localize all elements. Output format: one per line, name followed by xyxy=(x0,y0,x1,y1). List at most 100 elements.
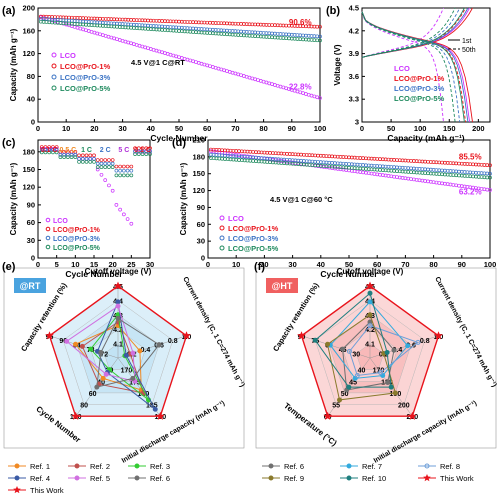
data-point xyxy=(95,158,100,162)
legend-label: LCO xyxy=(53,218,68,225)
data-point xyxy=(110,165,115,169)
data-point xyxy=(107,158,111,162)
legend-label: Ref. 1 xyxy=(30,462,50,471)
radar-tick-label: 45 xyxy=(349,379,357,386)
legend-label: LCO@PrO-1% xyxy=(394,74,445,83)
annotation: 90.6% xyxy=(289,18,312,27)
legend-label: This Work xyxy=(30,486,64,493)
data-point xyxy=(118,168,122,173)
data-point xyxy=(77,159,81,164)
radar-marker xyxy=(123,352,129,358)
data-point xyxy=(69,152,74,157)
radar-tick-label: 60 xyxy=(89,391,97,398)
condition-tag xyxy=(14,278,46,293)
legend-marker xyxy=(346,475,352,481)
panel-letter: (a) xyxy=(2,5,16,17)
x-tick-label: 20 xyxy=(108,260,116,269)
data-point xyxy=(118,207,122,212)
legend-marker xyxy=(346,463,352,469)
radar-tick-label: 4.2 xyxy=(365,327,375,334)
legend-label: LCO@PrO-5% xyxy=(60,84,111,93)
x-tick-label: 60 xyxy=(373,260,381,269)
legend-label: LCO@PrO-5% xyxy=(394,94,445,103)
data-point xyxy=(39,150,44,155)
legend-label: Ref. 9 xyxy=(284,474,304,483)
radar-marker xyxy=(88,346,94,352)
panel-letter: (e) xyxy=(2,261,16,273)
x-tick-label: 10 xyxy=(62,124,70,133)
y-axis-label: Capacity (mAh g⁻¹) xyxy=(9,162,18,235)
legend-marker xyxy=(45,226,51,232)
radar-tick-label: 50 xyxy=(341,391,349,398)
y-tick-label: 180 xyxy=(192,152,205,161)
discharge-curve xyxy=(361,11,444,123)
data-point xyxy=(129,221,134,226)
data-point xyxy=(129,168,134,173)
style-legend-label: 50th xyxy=(462,47,476,54)
data-point xyxy=(51,148,55,152)
x-tick-label: 50 xyxy=(345,260,353,269)
radar-tick-label: 0.4 xyxy=(141,347,151,354)
panel-e: (e)4.54.44.34.24.11.00.80.60.40.21901851… xyxy=(2,261,245,465)
x-tick-label: 15 xyxy=(90,260,98,269)
radar-tick-label: 0.6 xyxy=(406,343,416,350)
legend-marker xyxy=(51,52,57,58)
y-tick-label: 4.5 xyxy=(349,4,359,13)
y-tick-label: 200 xyxy=(22,4,35,13)
data-point xyxy=(80,157,85,161)
data-point xyxy=(58,152,63,157)
data-point xyxy=(69,155,74,159)
data-point xyxy=(77,153,81,158)
radar-tick-label: 170 xyxy=(373,368,385,375)
panel-c: 0 5 10 15 20 25 30 0 30 60 90 120 150 180 Cycle Number… xyxy=(2,137,154,279)
data-point xyxy=(103,158,108,162)
radar-marker xyxy=(137,348,143,354)
data-point xyxy=(92,153,96,158)
data-point xyxy=(47,147,52,151)
legend-marker xyxy=(51,74,57,80)
radar-marker xyxy=(391,347,397,353)
discharge-curve xyxy=(361,11,465,123)
radar-marker xyxy=(130,375,136,381)
radar-axis-label: Cutoff voltage (V) xyxy=(337,267,404,276)
legend-label: LCO@PrO-5% xyxy=(228,244,279,253)
data-point xyxy=(107,183,111,188)
panel-letter: (d) xyxy=(172,137,186,149)
x-tick-label: 30 xyxy=(146,260,154,269)
radar-marker xyxy=(337,397,343,403)
x-tick-label: 40 xyxy=(147,124,155,133)
data-point xyxy=(107,165,111,169)
data-point xyxy=(66,152,70,157)
radar-marker xyxy=(408,411,417,420)
x-tick-label: 20 xyxy=(90,124,98,133)
data-point xyxy=(95,165,100,169)
data-point xyxy=(66,155,70,159)
radar-tick-label: 40 xyxy=(97,379,105,386)
panel-letter: (f) xyxy=(254,261,265,273)
y-tick-label: 160 xyxy=(22,26,35,35)
legend-label: Ref. 6 xyxy=(284,462,304,471)
radar-marker xyxy=(367,312,373,318)
data-point xyxy=(103,178,108,182)
radar-tick-label: 200 xyxy=(398,403,410,410)
legend-label: LCO@PrO-1% xyxy=(53,227,101,234)
data-point xyxy=(54,147,59,151)
radar-marker xyxy=(182,331,191,340)
panel-letter: (c) xyxy=(2,137,16,149)
data-point xyxy=(95,167,100,172)
data-point xyxy=(114,173,119,178)
radar-tick-label: 0.8 xyxy=(168,338,178,345)
x-axis-label: Cycle Number xyxy=(150,133,208,143)
radar-tick-label: 185 xyxy=(146,403,158,410)
radar-axis-label: Current density (C, 1 C=274 mAh g⁻¹) xyxy=(181,276,245,389)
legend-label: Ref. 8 xyxy=(440,462,460,471)
y-tick-label: 150 xyxy=(192,169,205,178)
legend-marker xyxy=(219,245,225,251)
legend-marker xyxy=(13,486,21,493)
data-point xyxy=(122,164,126,169)
y-tick-label: 90 xyxy=(197,203,205,212)
radar-marker xyxy=(415,339,421,345)
radar-tick-label: 4.2 xyxy=(113,327,123,334)
style-legend-label: 1st xyxy=(462,38,471,45)
x-tick-label: 100 xyxy=(314,124,327,133)
